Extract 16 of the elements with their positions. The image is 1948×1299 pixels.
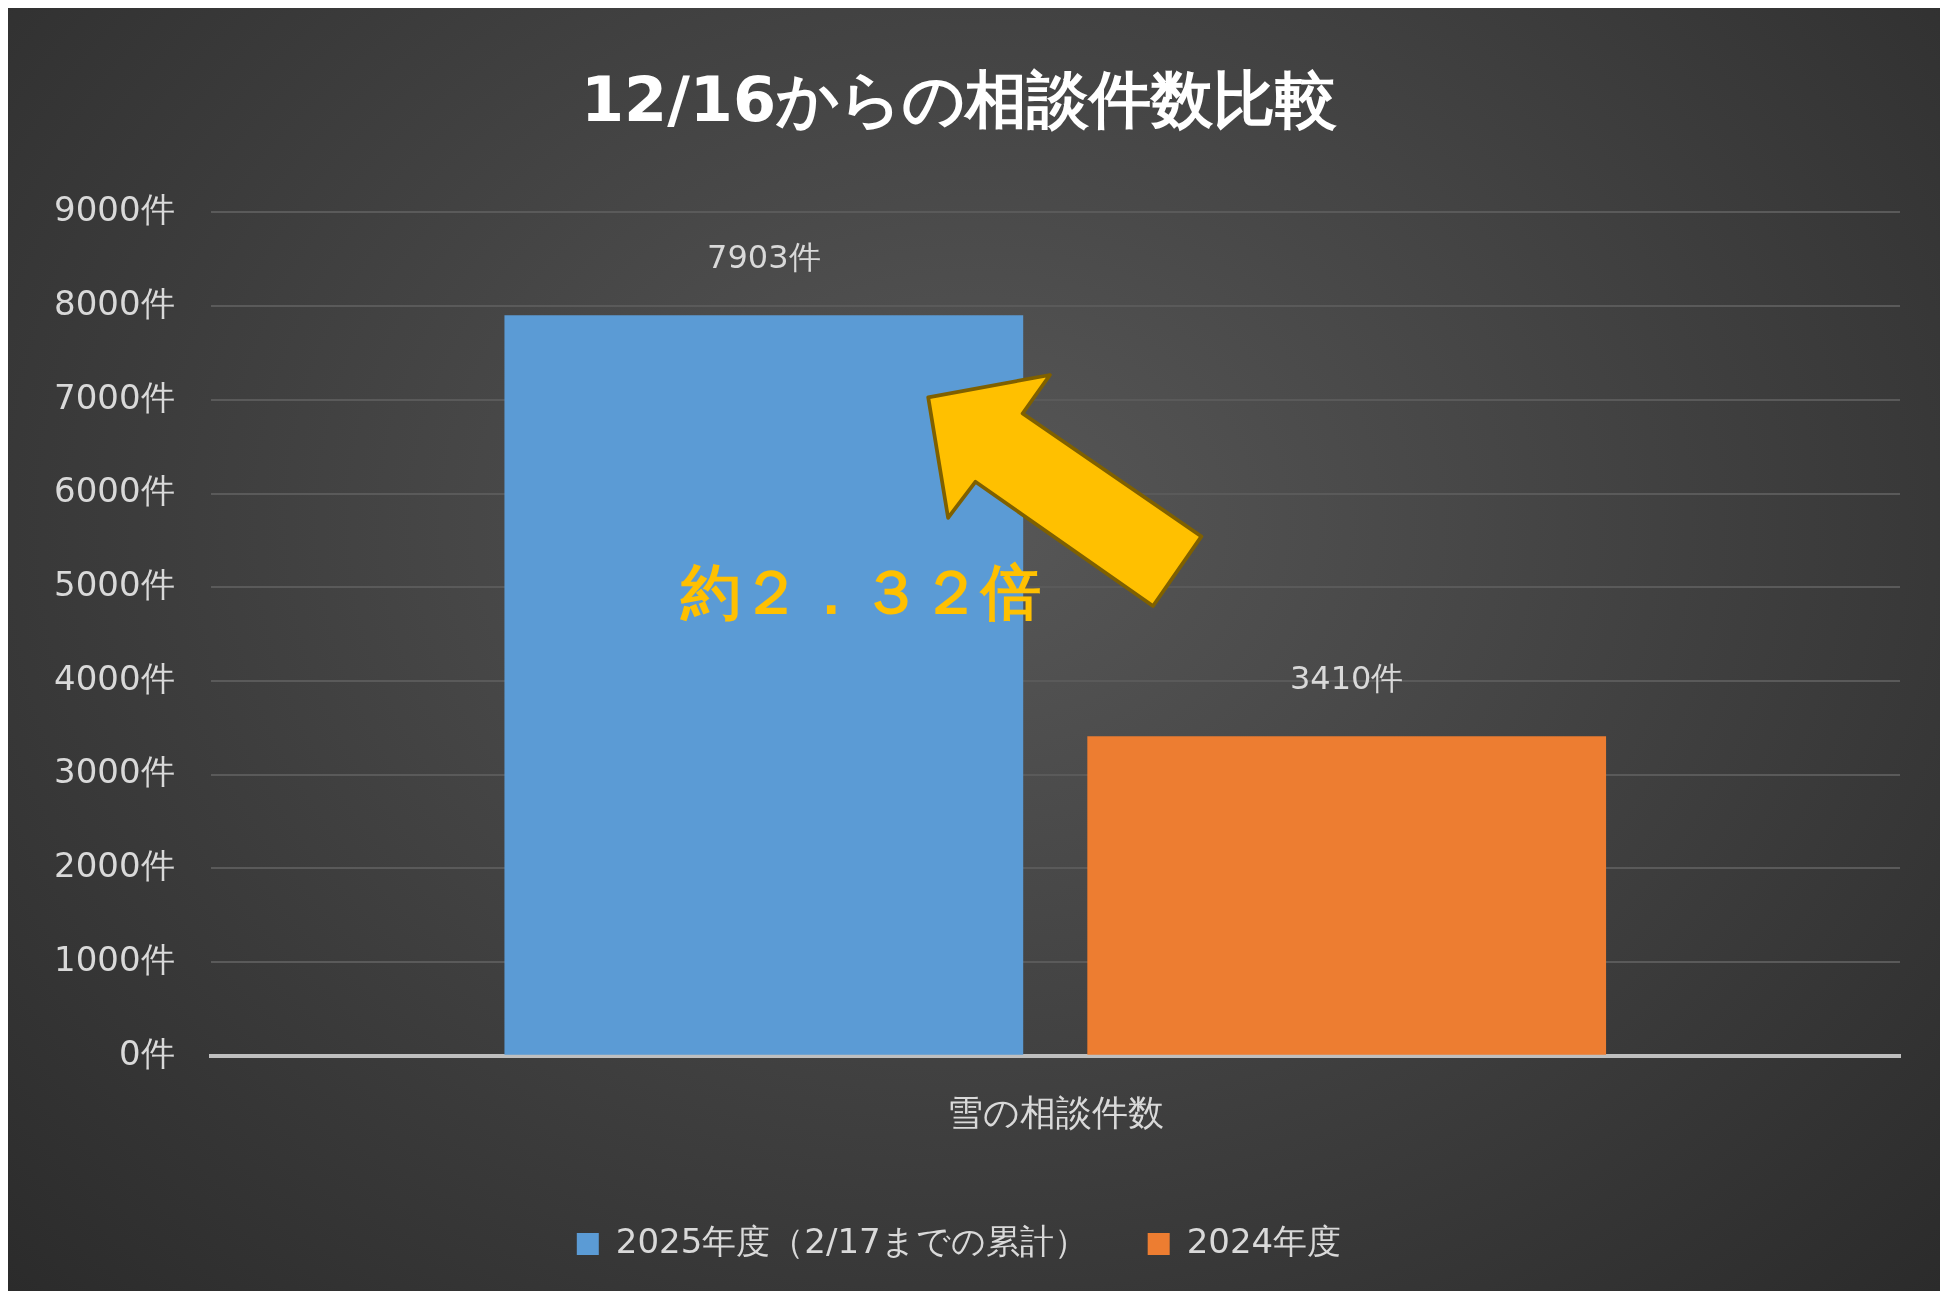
data-label: 3410件 — [1289, 658, 1404, 697]
y-tick-label: 0件 — [118, 1032, 175, 1073]
y-tick-label: 8000件 — [54, 282, 175, 323]
y-tick-label: 2000件 — [54, 845, 175, 886]
y-tick-label: 7000件 — [54, 376, 175, 417]
y-tick-label: 1000件 — [54, 938, 175, 979]
y-tick-label: 6000件 — [54, 470, 175, 511]
legend-label: 2024年度 — [1186, 1220, 1342, 1261]
data-label: 7903件 — [707, 237, 821, 276]
legend-label: 2025年度（2/17までの累計） — [615, 1220, 1088, 1261]
y-tick-label: 3000件 — [54, 751, 175, 792]
y-tick-label: 5000件 — [54, 564, 175, 605]
y-tick-label: 9000件 — [54, 189, 175, 230]
x-tick-label: 雪の相談件数 — [946, 1091, 1164, 1133]
chart-title: 12/16からの相談件数比較 — [580, 63, 1338, 137]
y-tick-label: 4000件 — [54, 657, 175, 698]
